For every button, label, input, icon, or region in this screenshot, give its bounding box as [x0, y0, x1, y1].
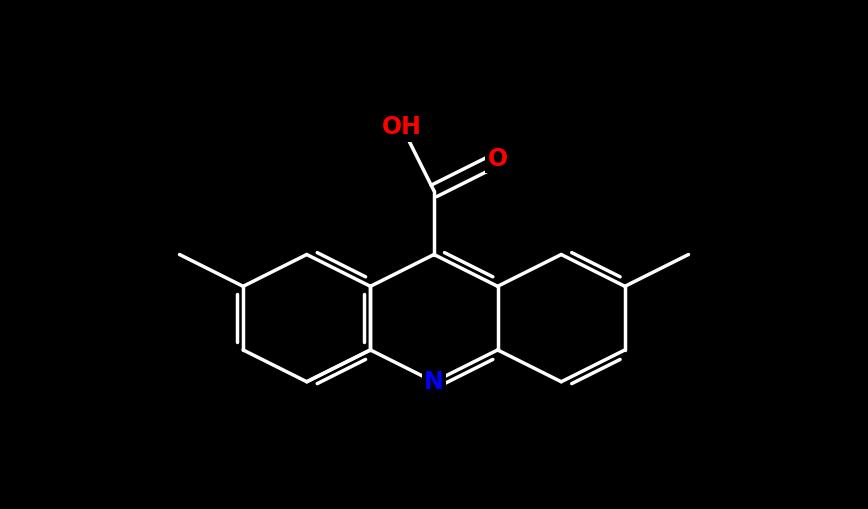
Text: O: O — [488, 147, 508, 171]
Text: OH: OH — [382, 115, 422, 139]
Text: N: N — [424, 370, 444, 394]
